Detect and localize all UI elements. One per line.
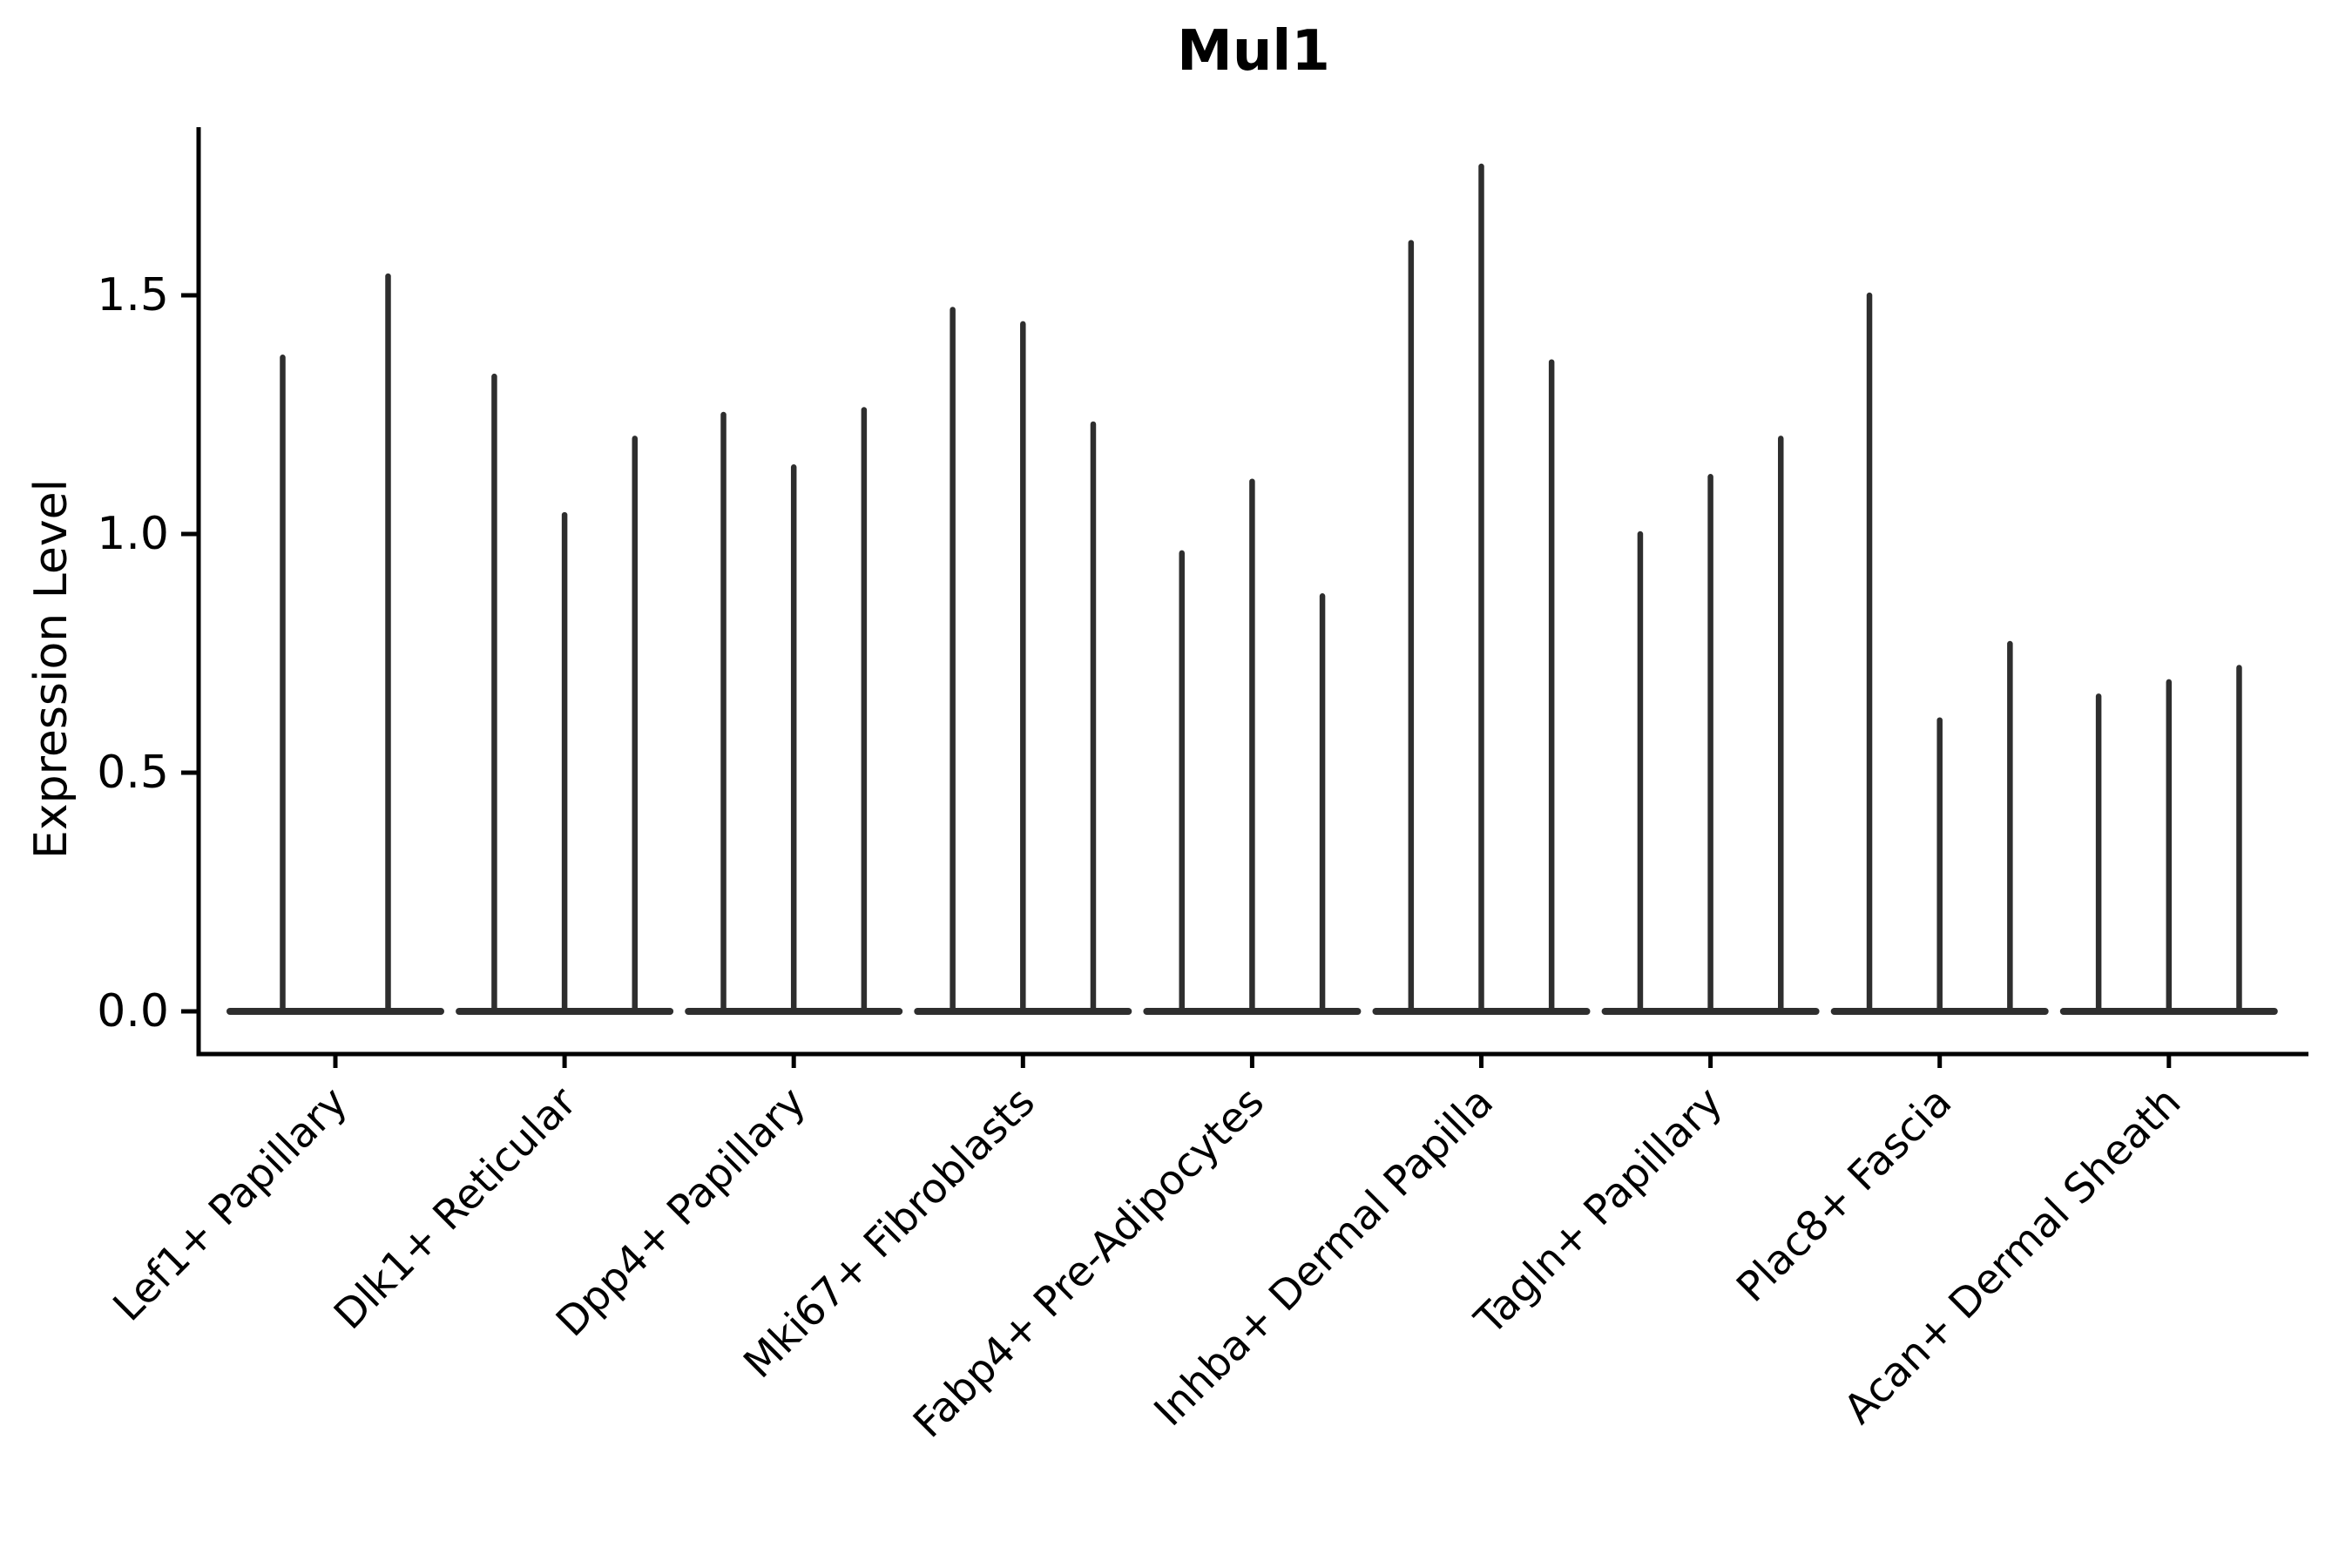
y-axis-label: Expression Level [25, 479, 78, 859]
x-tick-label: Dpp4+ Papillary [547, 1078, 815, 1347]
x-tick-label: Lef1+ Papillary [105, 1078, 357, 1331]
x-tick-label: Plac8+ Fascia [1727, 1078, 1961, 1312]
y-tick-label: 1.5 [97, 269, 169, 321]
axes-layer: Expression Level [25, 127, 2308, 1057]
y-tick-label: 0.5 [97, 747, 169, 799]
x-tick-label: Dlk1+ Reticular [325, 1078, 586, 1339]
plot-title: Mul1 [1177, 19, 1330, 84]
y-ticks-layer: 0.0 0.5 1.0 1.5 [97, 269, 199, 1037]
y-tick-label: 1.0 [97, 508, 169, 560]
y-tick-label: 0.0 [97, 985, 169, 1037]
x-tick-label: Tagln+ Papillary [1465, 1078, 1732, 1345]
violins-layer [226, 163, 2278, 1015]
